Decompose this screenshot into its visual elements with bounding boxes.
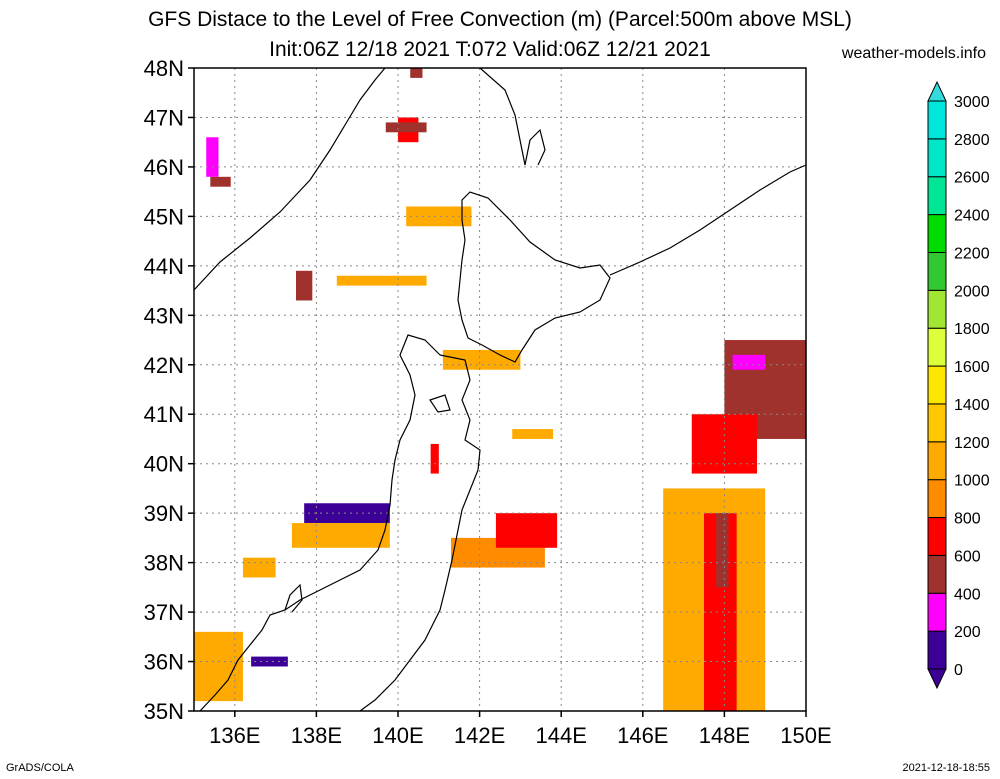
lfc-cell [206, 137, 219, 177]
colorbar-over-arrow [927, 80, 947, 102]
lat-label: 48N [144, 56, 184, 81]
colorbar-segment [927, 554, 947, 594]
lon-label: 138E [291, 723, 342, 748]
colorbar-segment [927, 289, 947, 329]
colorbar-label: 1400 [954, 397, 990, 414]
lat-label: 35N [144, 699, 184, 724]
coastline-asia [194, 68, 386, 291]
colorbar-segment [927, 138, 947, 178]
colorbar-segment [927, 403, 947, 443]
lon-label: 136E [209, 723, 260, 748]
colorbar-label: 1800 [954, 321, 990, 338]
lon-label: 150E [780, 723, 831, 748]
colorbar-segment [927, 592, 947, 632]
lat-label: 43N [144, 303, 184, 328]
colorbar-label: 600 [954, 548, 981, 565]
colorbar-segment [927, 327, 947, 367]
lfc-cell [430, 443, 439, 474]
coastlines [194, 68, 806, 711]
plot-frame [193, 67, 807, 712]
colorbar-under-arrow [927, 668, 947, 690]
lat-label: 42N [144, 353, 184, 378]
colorbar-segment [927, 214, 947, 253]
lfc-cell [304, 503, 390, 524]
lfc-field [194, 68, 806, 711]
colorbar-segment [927, 176, 947, 216]
coastline-hokkaido [457, 191, 611, 363]
colorbar-segment [927, 365, 947, 405]
colorbar-segment [927, 630, 947, 670]
colorbar-label: 2600 [954, 170, 990, 187]
lat-label: 47N [144, 105, 184, 130]
lat-label: 44N [144, 254, 184, 279]
colorbar-label: 800 [954, 511, 981, 528]
colorbar-label: 400 [954, 586, 981, 603]
lon-label: 148E [699, 723, 750, 748]
lfc-cell [296, 270, 313, 301]
site-credit: weather-models.info [841, 45, 986, 62]
colorbar-label: 0 [954, 662, 963, 679]
colorbar-label: 1600 [954, 359, 990, 376]
coastline-mutsu [429, 394, 451, 413]
colorbar-segment [927, 517, 947, 556]
lat-label: 39N [144, 501, 184, 526]
colorbar-label: 2800 [954, 132, 990, 149]
lat-label: 37N [144, 600, 184, 625]
coastline-noto [284, 583, 303, 613]
lfc-cell [291, 523, 390, 548]
map-subtitle: Init:06Z 12/18 2021 T:072 Valid:06Z 12/2… [269, 38, 711, 61]
lfc-cell [495, 513, 558, 548]
lat-label: 46N [144, 155, 184, 180]
colorbar: 0 200 400 600 800 1000 1200 1400 1600 1800 2000 220… [927, 80, 990, 690]
lat-label: 38N [144, 551, 184, 576]
lfc-cell [251, 656, 288, 667]
lat-label: 45N [144, 204, 184, 229]
coastline-kurils [609, 164, 806, 276]
footer-right: 2021-12-18-18:55 [902, 762, 990, 774]
lfc-cell [406, 206, 472, 227]
lfc-cell [242, 557, 276, 578]
colorbar-label: 2400 [954, 208, 990, 225]
lfc-cell [210, 176, 231, 187]
coastline-sakhalin [479, 68, 546, 166]
lat-label: 41N [144, 402, 184, 427]
colorbar-label: 1200 [954, 435, 990, 452]
lfc-cell [336, 275, 427, 286]
lfc-cell [732, 354, 766, 370]
coastline-honshu-north [359, 354, 481, 711]
lfc-cell [512, 429, 554, 439]
lon-label: 144E [536, 723, 587, 748]
colorbar-segment [927, 441, 947, 481]
lfc-cell [442, 349, 521, 370]
colorbar-label: 3000 [954, 94, 990, 111]
footer-left: GrADS/COLA [6, 762, 74, 774]
lon-label: 146E [617, 723, 668, 748]
colorbar-segment [927, 100, 947, 140]
lat-label: 36N [144, 650, 184, 675]
colorbar-label: 2000 [954, 283, 990, 300]
lfc-cell [385, 122, 427, 133]
colorbar-label: 2200 [954, 245, 990, 262]
lfc-cell [716, 513, 729, 588]
lon-label: 142E [454, 723, 505, 748]
colorbar-label: 200 [954, 624, 981, 641]
lat-label: 40N [144, 452, 184, 477]
coastline-honshu-west [199, 334, 441, 711]
colorbar-label: 1000 [954, 473, 990, 490]
map-title: GFS Distace to the Level of Free Convect… [148, 8, 852, 31]
lfc-cell [410, 68, 423, 78]
colorbar-segment [927, 479, 947, 519]
colorbar-segment [927, 251, 947, 291]
lon-label: 140E [372, 723, 423, 748]
axis-labels: 48N 47N 46N 45N 44N 43N 42N 41N 40N 39N 38N 37N 36N 3… [144, 56, 832, 748]
